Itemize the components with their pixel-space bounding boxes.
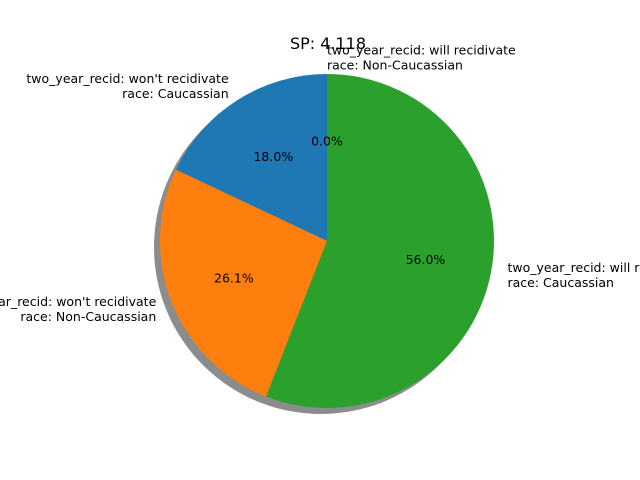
slice-two-year-recid-won-t-recidivate-race-caucassian-percent: 18.0%	[253, 149, 293, 164]
slice-two-year-recid-won-t-recidivate-race-caucassian-label-line: two_year_recid: won't recidivate	[26, 71, 229, 86]
slice-two-year-recid-will-recidivate-race-caucassian-label-line: race: Caucassian	[508, 275, 614, 290]
slice-two-year-recid-will-recidivate-race-non-caucassian-percent: 0.0%	[311, 133, 343, 148]
slice-two-year-recid-will-recidivate-race-non-caucassian-label: two_year_recid: will recidivate race: Non…	[327, 42, 516, 72]
slice-two-year-recid-will-recidivate-race-non-caucassian-label-line: two_year_recid: will recidivate	[327, 42, 516, 57]
pie-slices	[160, 74, 494, 408]
slice-two-year-recid-won-t-recidivate-race-non-caucassian	[160, 169, 327, 397]
slice-two-year-recid-won-t-recidivate-race-non-caucassian-label-line: two_year_recid: won't recidivate	[0, 294, 157, 309]
slice-two-year-recid-won-t-recidivate-race-caucassian	[175, 74, 327, 241]
chart-title: SP: 4.118	[290, 34, 366, 53]
pie-labels: two_year_recid: won't recidivate race: Ca…	[0, 42, 640, 324]
slice-two-year-recid-will-recidivate-race-non-caucassian-label-line: race: Non-Caucassian	[327, 57, 463, 72]
slice-two-year-recid-won-t-recidivate-race-non-caucassian-percent: 26.1%	[214, 270, 254, 285]
slice-two-year-recid-won-t-recidivate-race-caucassian-label-line: race: Caucassian	[122, 86, 228, 101]
slice-two-year-recid-will-recidivate-race-caucassian-label-line: two_year_recid: will recidivate	[508, 260, 640, 275]
slice-two-year-recid-will-recidivate-race-caucassian-percent: 56.0%	[406, 252, 446, 267]
pie-percent-labels: 18.0% 26.1% 56.0% 0.0%	[214, 133, 445, 285]
slice-two-year-recid-will-recidivate-race-caucassian	[266, 74, 494, 408]
slice-two-year-recid-won-t-recidivate-race-caucassian-label: two_year_recid: won't recidivate race: Ca…	[26, 71, 229, 101]
slice-two-year-recid-won-t-recidivate-race-non-caucassian-label-line: race: Non-Caucassian	[20, 309, 156, 324]
